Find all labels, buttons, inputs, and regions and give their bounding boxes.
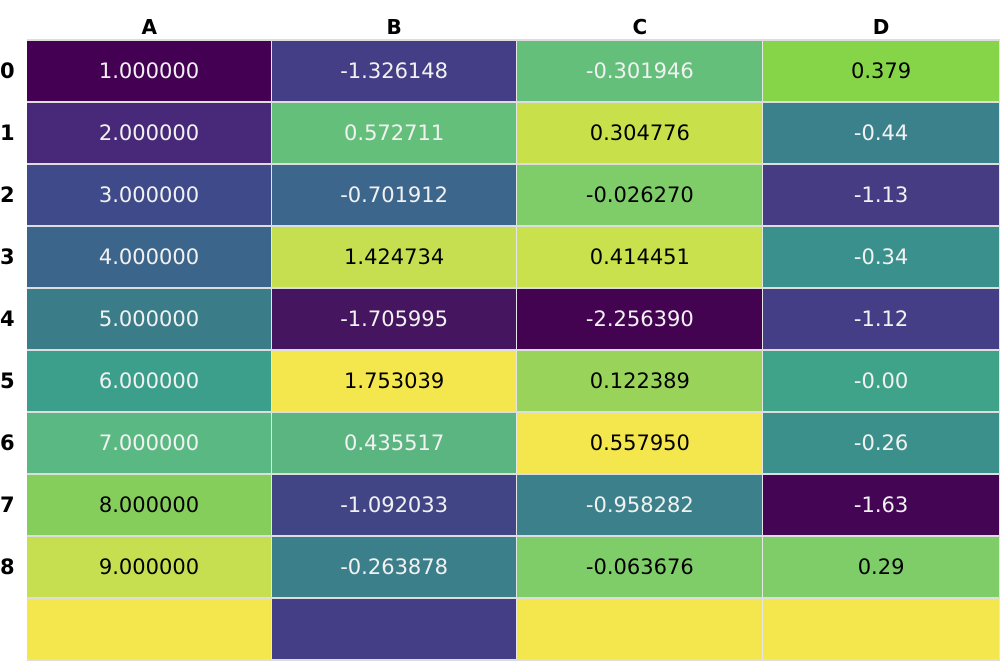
header-row: A B C D	[0, 0, 1000, 41]
cell-c: -0.958282	[516, 474, 764, 537]
cell-a: 1.000000	[27, 40, 272, 103]
table-row: 1 2.000000 0.572711 0.304776 -0.44	[0, 102, 1000, 165]
cell-a: 2.000000	[27, 102, 272, 165]
cell-c	[516, 598, 764, 661]
table-row: 5 6.000000 1.753039 0.122389 -0.00	[0, 350, 1000, 413]
cell-b: -1.326148	[271, 40, 518, 103]
table-row: 3 4.000000 1.424734 0.414451 -0.34	[0, 226, 1000, 289]
cell-d: -0.26	[762, 412, 1000, 475]
cell-b	[271, 598, 518, 661]
cell-b: 1.753039	[271, 350, 518, 413]
cell-d: -1.12	[762, 288, 1000, 351]
table-row: 4 5.000000 -1.705995 -2.256390 -1.12	[0, 288, 1000, 351]
cell-a: 4.000000	[27, 226, 272, 289]
cell-a	[27, 598, 272, 661]
cell-a: 8.000000	[27, 474, 272, 537]
cell-b: 0.572711	[271, 102, 518, 165]
row-index-label: 1	[0, 121, 15, 145]
table-row: 8 9.000000 -0.263878 -0.063676 0.29	[0, 536, 1000, 599]
cell-c: 0.557950	[516, 412, 764, 475]
cell-d: -0.00	[762, 350, 1000, 413]
cell-d: 0.29	[762, 536, 1000, 599]
cell-c: -0.063676	[516, 536, 764, 599]
row-index-label: 0	[0, 59, 15, 83]
table-row	[0, 598, 1000, 661]
column-header-b: B	[271, 0, 517, 41]
cell-d: -1.63	[762, 474, 1000, 537]
cell-d: -0.44	[762, 102, 1000, 165]
table-row: 7 8.000000 -1.092033 -0.958282 -1.63	[0, 474, 1000, 537]
cell-c: 0.414451	[516, 226, 764, 289]
table-row: 2 3.000000 -0.701912 -0.026270 -1.13	[0, 164, 1000, 227]
cell-d	[762, 598, 1000, 661]
index-corner	[0, 0, 27, 40]
cell-b: -1.705995	[271, 288, 518, 351]
cell-b: -0.701912	[271, 164, 518, 227]
cell-d: -1.13	[762, 164, 1000, 227]
column-header-d: D	[762, 0, 1000, 41]
row-index-label	[0, 598, 27, 660]
row-index-label: 4	[0, 307, 15, 331]
row-index-label: 5	[0, 369, 15, 393]
table-row: 0 1.000000 -1.326148 -0.301946 0.379	[0, 40, 1000, 103]
row-index-label: 2	[0, 183, 15, 207]
column-header-c: C	[516, 0, 763, 41]
cell-b: 1.424734	[271, 226, 518, 289]
cell-b: -0.263878	[271, 536, 518, 599]
cell-c: -0.026270	[516, 164, 764, 227]
cell-c: 0.304776	[516, 102, 764, 165]
cell-b: 0.435517	[271, 412, 518, 475]
row-index-label: 3	[0, 245, 15, 269]
cell-c: -2.256390	[516, 288, 764, 351]
cell-c: 0.122389	[516, 350, 764, 413]
row-index-label: 6	[0, 431, 15, 455]
column-header-a: A	[27, 0, 272, 41]
cell-a: 5.000000	[27, 288, 272, 351]
table-body: 0 1.000000 -1.326148 -0.301946 0.379 1 2.00000…	[0, 40, 1000, 661]
cell-d: 0.379	[762, 40, 1000, 103]
row-index-label: 8	[0, 555, 15, 579]
cell-b: -1.092033	[271, 474, 518, 537]
cell-a: 9.000000	[27, 536, 272, 599]
cell-a: 3.000000	[27, 164, 272, 227]
cell-d: -0.34	[762, 226, 1000, 289]
table-row: 6 7.000000 0.435517 0.557950 -0.26	[0, 412, 1000, 475]
row-index-label: 7	[0, 493, 15, 517]
cell-c: -0.301946	[516, 40, 764, 103]
cell-a: 7.000000	[27, 412, 272, 475]
cell-a: 6.000000	[27, 350, 272, 413]
